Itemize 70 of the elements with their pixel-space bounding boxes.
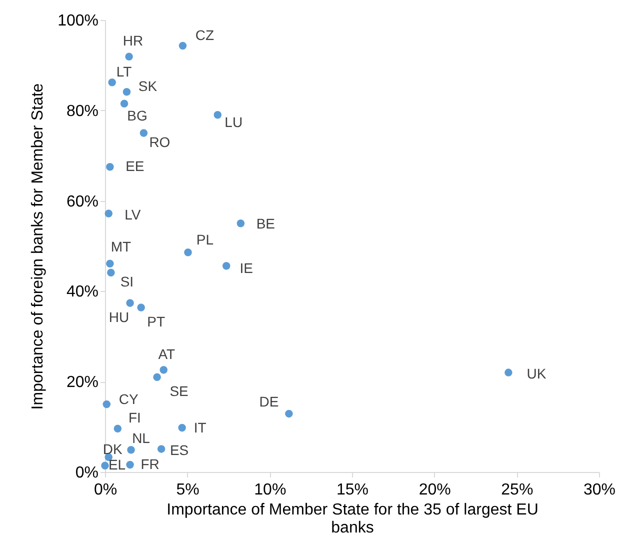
x-tick-label: 25% <box>501 482 534 498</box>
point <box>178 42 187 50</box>
point <box>126 299 134 307</box>
annotation: FI <box>128 410 141 426</box>
annotation: LU <box>224 114 243 130</box>
annotation: RO <box>149 134 170 150</box>
point <box>222 262 230 270</box>
point <box>504 368 512 376</box>
annotation: LT <box>116 63 132 80</box>
point <box>101 462 109 470</box>
point <box>178 424 186 432</box>
x-tick-label: 15% <box>336 482 369 498</box>
y-axis-title: Importance of foreign banks for Member State <box>30 83 47 410</box>
x-axis-title: Importance of Member State for the 35 of largest EU banks <box>166 502 538 536</box>
annotation: IE <box>240 260 253 276</box>
annotation: IT <box>194 420 207 436</box>
point <box>122 88 131 96</box>
annotation: PT <box>147 313 166 330</box>
point <box>214 111 222 119</box>
y-tick-label: 100% <box>58 12 98 30</box>
point <box>157 445 166 453</box>
annotation: AT <box>158 346 176 362</box>
annotation: BE <box>256 215 276 232</box>
annotation: DE <box>259 394 279 410</box>
point <box>160 366 168 374</box>
annotation: LV <box>124 206 142 222</box>
x-tick-label: 10% <box>254 482 286 498</box>
point <box>137 304 145 312</box>
x-tick-label: 5% <box>176 482 200 498</box>
point <box>153 373 161 381</box>
annotation: EE <box>126 158 144 174</box>
annotation: CZ <box>195 26 214 43</box>
annotation: SE <box>170 383 188 400</box>
y-tick-label: 80% <box>66 102 98 120</box>
point <box>104 210 112 218</box>
point <box>107 268 115 277</box>
annotation: BG <box>127 108 148 124</box>
annotation: EL <box>108 456 126 473</box>
annotation: DK <box>102 441 124 458</box>
point <box>184 248 192 256</box>
y-tick-label: 60% <box>66 193 98 210</box>
point <box>120 100 128 108</box>
point <box>127 446 135 454</box>
annotation: UK <box>526 366 547 382</box>
annotation: SK <box>138 78 158 94</box>
point <box>114 424 122 432</box>
point <box>106 260 114 268</box>
point <box>102 400 111 408</box>
x-tick-label: 0% <box>94 482 118 498</box>
point <box>236 220 245 228</box>
annotation: PL <box>196 231 214 248</box>
point <box>106 163 114 171</box>
annotation: HR <box>122 32 144 49</box>
x-tick-label: 20% <box>418 482 451 498</box>
y-tick-label: 20% <box>66 374 98 392</box>
annotation: NL <box>132 430 150 446</box>
point <box>108 78 116 86</box>
x-tick-label: 30% <box>583 482 616 498</box>
annotation: FR <box>140 456 160 472</box>
annotation: HU <box>108 308 130 325</box>
y-tick-label: 40% <box>66 284 98 301</box>
annotation: ES <box>170 442 189 458</box>
annotation: SI <box>120 274 134 290</box>
annotation: CY <box>118 391 140 408</box>
point <box>140 129 148 137</box>
point <box>126 460 134 469</box>
point <box>285 410 293 418</box>
point <box>125 52 133 60</box>
y-tick-label: 0% <box>75 464 98 482</box>
annotation: MT <box>110 238 132 255</box>
